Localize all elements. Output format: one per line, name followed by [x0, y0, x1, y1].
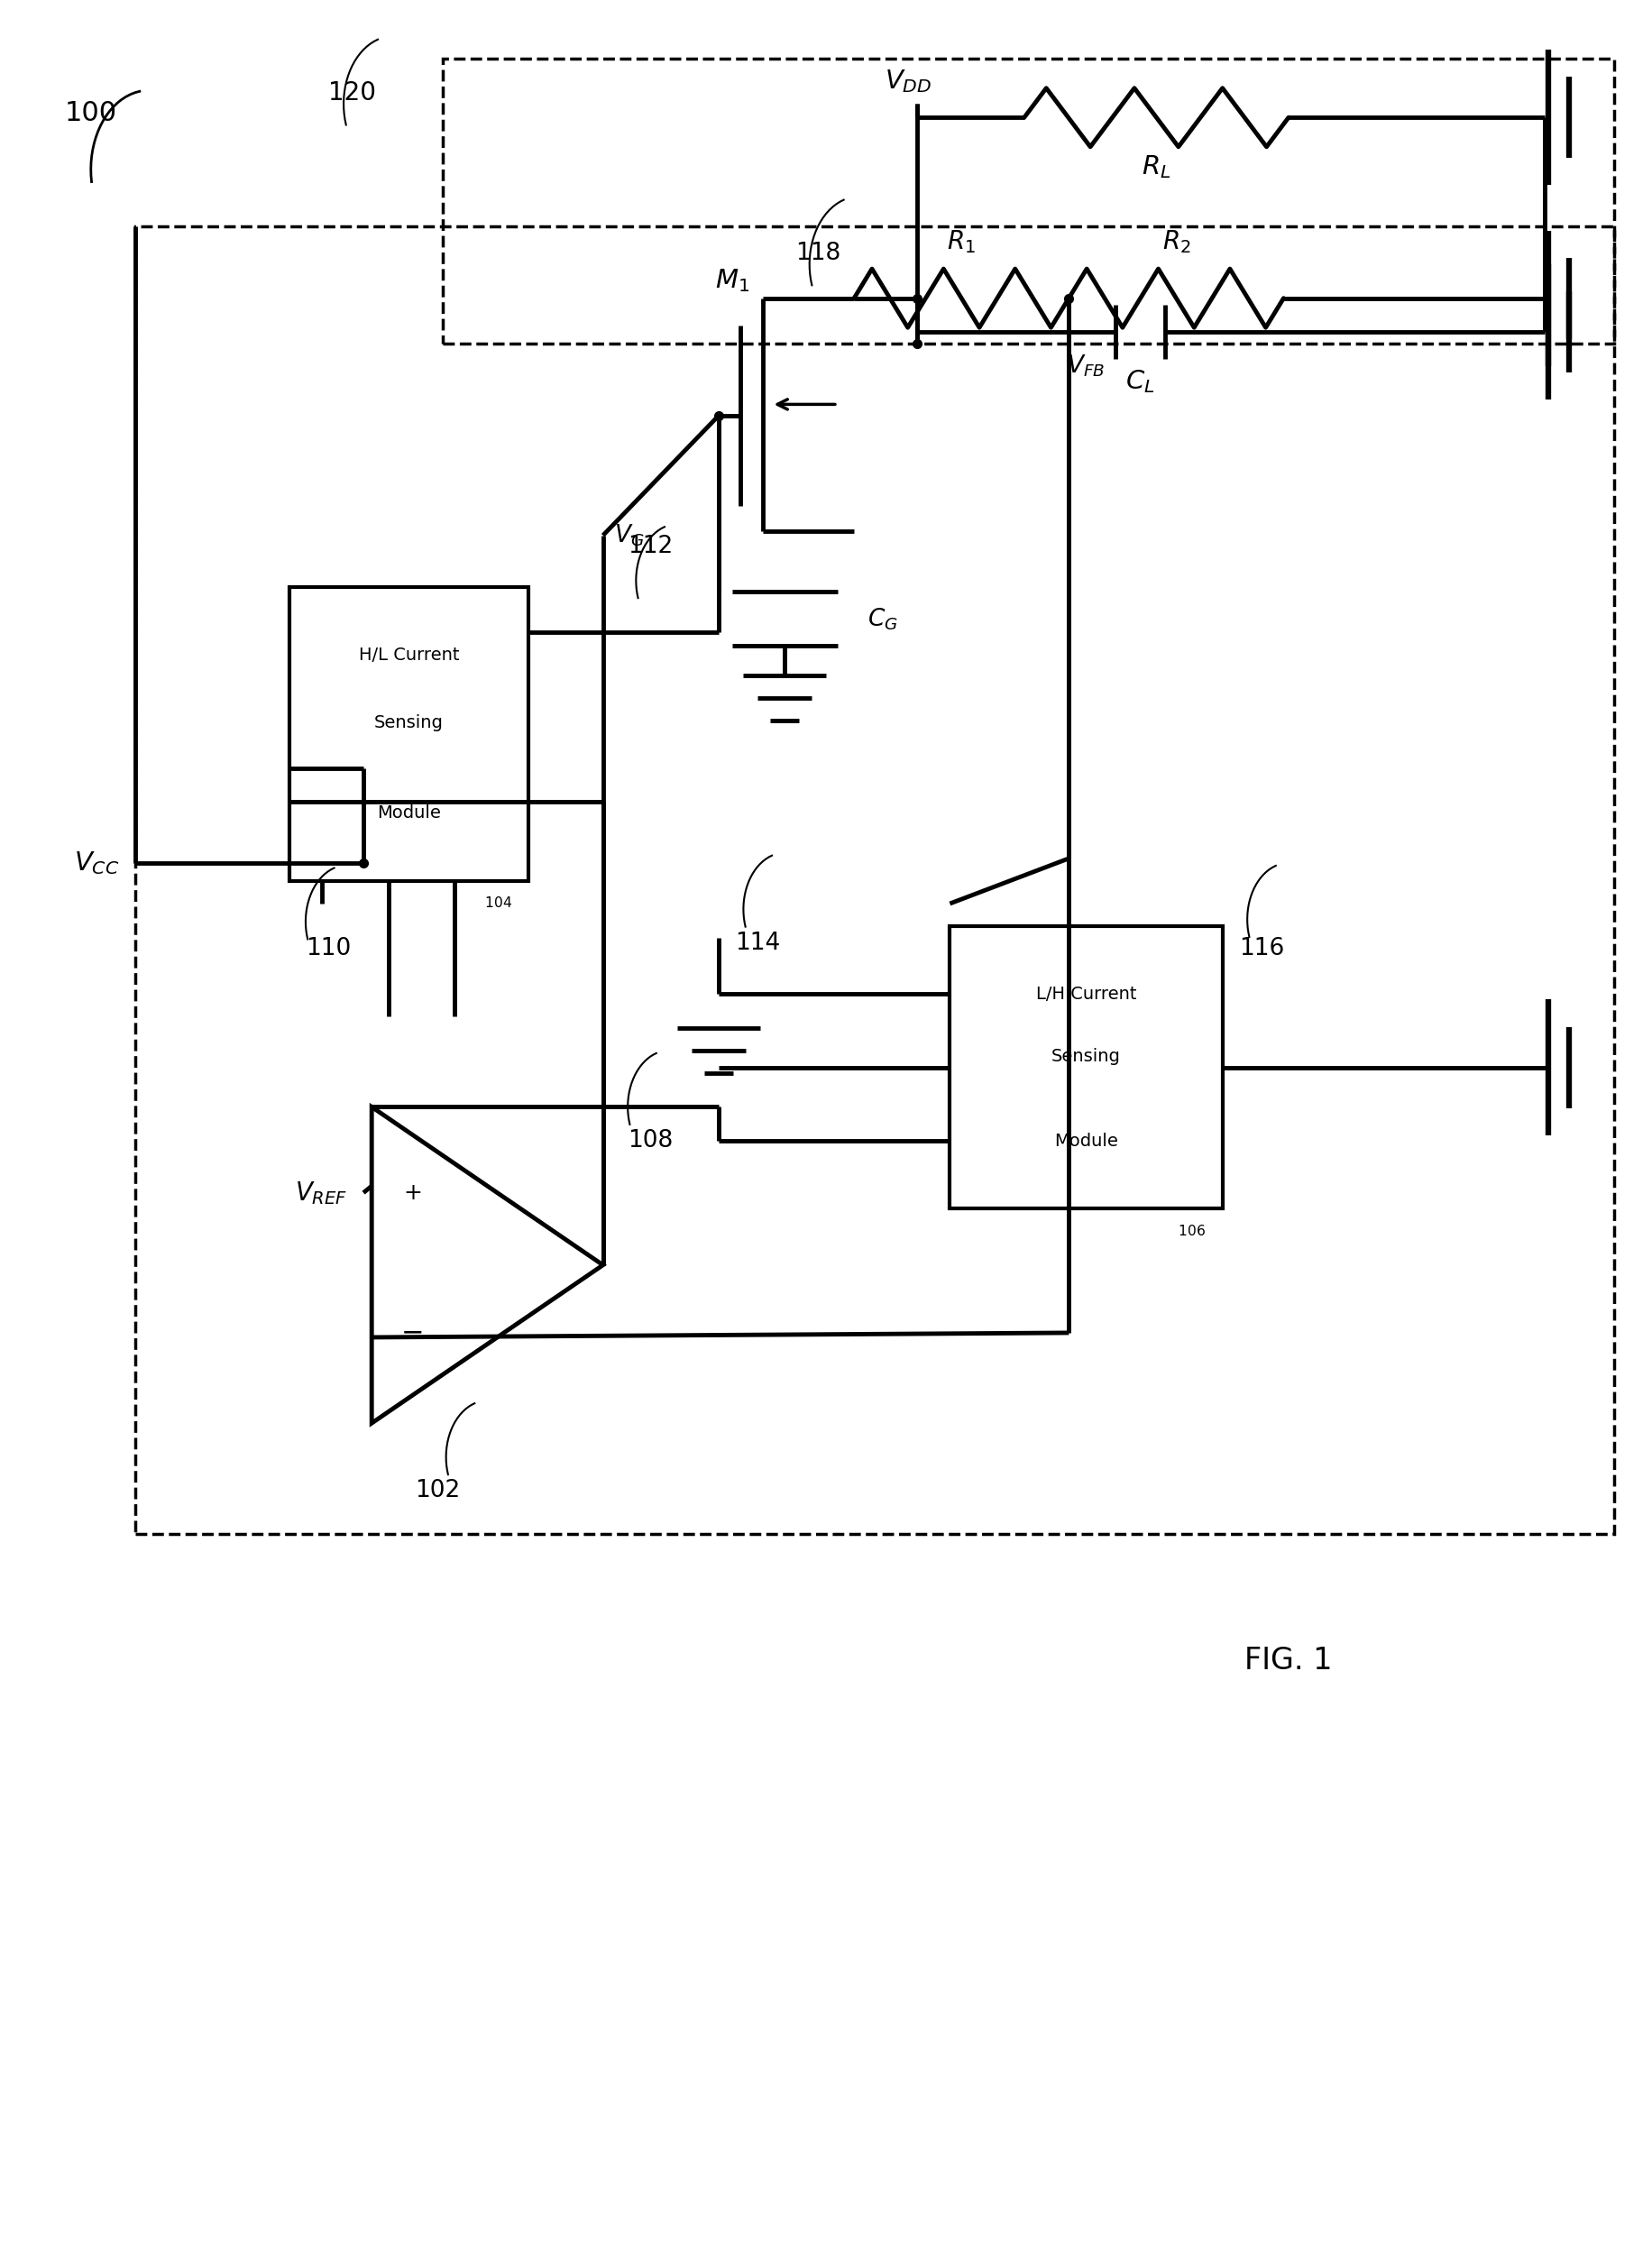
- Text: $V_{FB}$: $V_{FB}$: [1066, 352, 1105, 380]
- Text: $R_2$: $R_2$: [1161, 228, 1191, 255]
- Text: $R_L$: $R_L$: [1142, 154, 1171, 181]
- Text: 116: 116: [1239, 937, 1284, 960]
- Bar: [950, 926, 1222, 1209]
- Text: $C_G$: $C_G$: [867, 605, 897, 633]
- Text: Module: Module: [377, 804, 441, 822]
- Text: Sensing: Sensing: [375, 714, 443, 732]
- Text: Module: Module: [1054, 1132, 1118, 1150]
- Text: FIG. 1: FIG. 1: [1244, 1645, 1333, 1676]
- Text: 118: 118: [795, 242, 841, 264]
- Text: $V_G$: $V_G$: [615, 522, 644, 549]
- Bar: [289, 587, 529, 881]
- Text: 112: 112: [628, 535, 672, 558]
- Text: Sensing: Sensing: [1052, 1048, 1120, 1064]
- Text: $_{104}$: $_{104}$: [484, 892, 512, 910]
- Bar: [135, 226, 1614, 1534]
- Bar: [443, 59, 1614, 343]
- Text: 110: 110: [306, 937, 350, 960]
- Text: 102: 102: [415, 1480, 461, 1502]
- Text: H/L Current: H/L Current: [358, 646, 459, 664]
- Text: $R_1$: $R_1$: [947, 228, 976, 255]
- Text: 120: 120: [329, 79, 375, 106]
- Text: $V_{REF}$: $V_{REF}$: [294, 1179, 347, 1206]
- Text: $V_{CC}$: $V_{CC}$: [74, 849, 119, 876]
- Text: −: −: [401, 1319, 425, 1346]
- Text: $_{106}$: $_{106}$: [1178, 1220, 1206, 1238]
- Text: 114: 114: [735, 931, 780, 956]
- Text: L/H Current: L/H Current: [1036, 985, 1137, 1003]
- Text: $M_1$: $M_1$: [715, 267, 748, 294]
- Text: $V_{DD}$: $V_{DD}$: [885, 68, 932, 95]
- Text: 108: 108: [628, 1130, 672, 1152]
- Text: $C_L$: $C_L$: [1125, 368, 1155, 395]
- Text: 100: 100: [64, 99, 117, 127]
- Text: +: +: [403, 1181, 423, 1204]
